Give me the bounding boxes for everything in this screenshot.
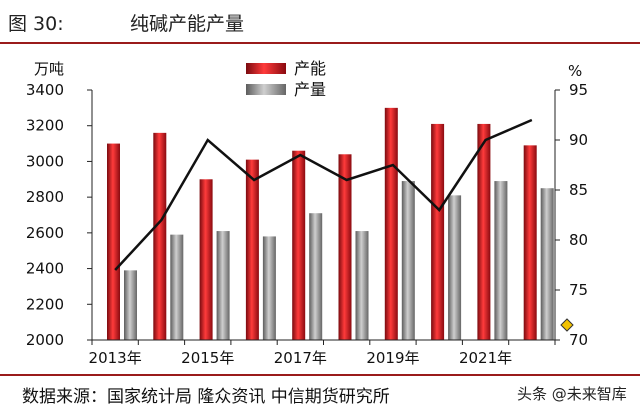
output-bar [262, 236, 276, 340]
source-note: 数据来源：国家统计局 隆众资讯 中信期货研究所 [22, 387, 390, 407]
legend-swatch-capacity [246, 63, 286, 74]
output-bar [494, 181, 508, 340]
left-tick-label: 2400 [26, 260, 64, 278]
left-tick-label: 2800 [26, 188, 64, 206]
output-bar [540, 188, 554, 340]
output-bar [216, 231, 230, 340]
legend-label-capacity: 产能 [294, 59, 326, 78]
right-tick-label: 80 [569, 231, 588, 249]
left-tick-label: 2200 [26, 295, 64, 313]
right-axis-unit: % [568, 62, 582, 80]
output-bar [448, 195, 462, 340]
right-tick-label: 75 [569, 281, 588, 299]
x-tick-label: 2013年 [89, 349, 142, 367]
legend-label-output: 产量 [294, 80, 326, 99]
watermark: 头条 @未来智库 [513, 382, 631, 405]
x-tick-label: 2019年 [366, 349, 419, 367]
diamond-marker [560, 318, 574, 332]
output-bar [355, 231, 369, 340]
capacity-bar [384, 107, 398, 340]
capacity-bar [107, 143, 120, 340]
right-tick-label: 90 [569, 131, 588, 149]
left-tick-label: 3000 [26, 152, 64, 170]
capacity-bar [153, 132, 167, 340]
left-tick-label: 3200 [26, 117, 64, 135]
figure-header: 图 30: 纯碱产能产量 [0, 0, 640, 44]
left-tick-label: 2600 [26, 224, 64, 242]
output-bar [124, 270, 137, 340]
x-tick-label: 2017年 [274, 349, 327, 367]
legend-swatch-output [246, 84, 286, 95]
right-tick-label: 95 [569, 81, 588, 99]
left-axis-unit: 万吨 [34, 60, 64, 78]
utilization-line [114, 118, 533, 271]
figure-number: 图 30: [8, 13, 64, 35]
capacity-bar [199, 179, 213, 340]
capacity-bar [292, 150, 306, 340]
capacity-bar [477, 123, 491, 340]
right-tick-label: 85 [569, 181, 588, 199]
left-tick-label: 2000 [26, 331, 64, 349]
capacity-bar [431, 123, 445, 340]
left-tick-label: 3400 [26, 81, 64, 99]
capacity-bar [245, 159, 259, 340]
output-bar [309, 213, 323, 340]
capacity-output-chart: 2000 2200 2400 2600 2800 3000 3200 3400 70 75 80 85… [26, 59, 588, 367]
capacity-bar [338, 154, 352, 340]
figure-title: 纯碱产能产量 [130, 13, 245, 35]
output-bar [401, 181, 415, 340]
source-footer: 数据来源：国家统计局 隆众资讯 中信期货研究所 头条 @未来智库 [0, 374, 640, 409]
right-tick-label: 70 [569, 331, 588, 349]
capacity-bar [523, 145, 537, 340]
x-tick-label: 2015年 [181, 349, 234, 367]
x-tick-label: 2021年 [459, 349, 512, 367]
output-bar [170, 234, 184, 340]
